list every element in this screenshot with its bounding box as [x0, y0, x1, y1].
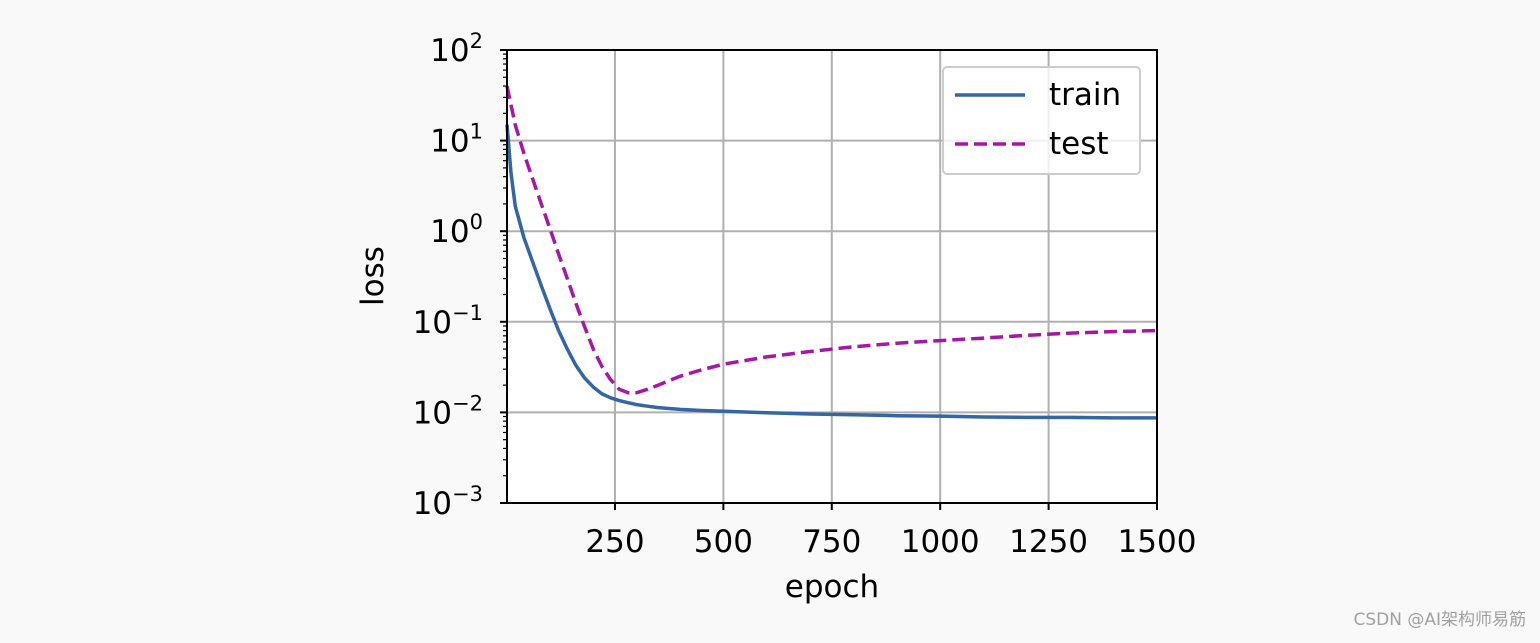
legend: train test — [942, 66, 1141, 175]
y-tick-label: 10−1 — [413, 301, 483, 341]
y-tick-label: 102 — [430, 29, 483, 69]
x-tick-label: 500 — [694, 524, 753, 560]
watermark: CSDN @AI架构师易筋 — [1353, 610, 1526, 630]
y-axis-label: loss — [355, 246, 391, 306]
x-tick-label: 1250 — [1009, 524, 1088, 560]
legend-test-label: test — [1049, 126, 1109, 162]
series-group — [505, 85, 1158, 420]
y-tick-label: 100 — [430, 210, 483, 250]
legend-train-label: train — [1049, 77, 1121, 113]
x-tick-label: 750 — [802, 524, 861, 560]
y-tick-label: 10−2 — [413, 391, 483, 431]
x-tick-label: 1500 — [1118, 524, 1197, 560]
series-test-line — [505, 85, 1158, 395]
x-axis-label: epoch — [785, 569, 879, 605]
x-tick-label: 1000 — [901, 524, 980, 560]
x-tick-label: 250 — [585, 524, 644, 560]
axis-ticks: 250 500 750 1000 1250 1500 10−3 10−2 10−1 100 101 1… — [413, 29, 1197, 560]
y-tick-label: 10−3 — [413, 482, 483, 522]
y-tick-label: 101 — [430, 120, 483, 160]
series-train-line — [505, 124, 1157, 420]
